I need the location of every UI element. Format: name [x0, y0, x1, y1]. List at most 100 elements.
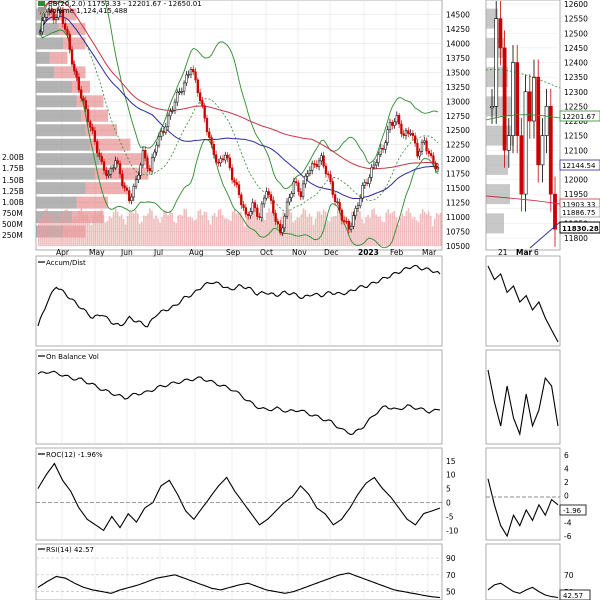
- candle-body: [121, 173, 124, 187]
- candle-body: [418, 151, 421, 157]
- obv-right-line: [487, 369, 559, 437]
- volume-bar: [242, 218, 244, 246]
- candle-body: [160, 130, 163, 137]
- candle-body: [114, 160, 117, 169]
- candle-body: [132, 185, 135, 198]
- volume-bar: [147, 213, 149, 246]
- candle-body: [96, 141, 99, 154]
- volume-bar: [431, 226, 434, 246]
- volume-bar: [423, 211, 426, 246]
- roc-label: ROC(12) -1.96%: [46, 451, 103, 459]
- volume-bar: [409, 212, 412, 246]
- volume-bar: [357, 210, 359, 246]
- volume-bar: [217, 209, 220, 246]
- candle-body: [393, 121, 396, 126]
- volume-bar: [213, 213, 216, 246]
- candle-body: [146, 157, 149, 169]
- candle-body: [82, 97, 85, 101]
- volume-bar: [68, 216, 70, 246]
- candle-body: [240, 194, 243, 206]
- right-price-tick-label: 12250: [564, 102, 588, 111]
- volume-bar: [248, 212, 250, 246]
- candle-body: [349, 225, 353, 230]
- volume-bar: [163, 210, 165, 246]
- volume-bar: [106, 220, 109, 246]
- volume-by-price-red-bar: [90, 138, 131, 151]
- candle-body: [297, 182, 300, 192]
- time-tick-label: Oct: [260, 248, 273, 257]
- bollinger-lower-line: [39, 29, 439, 249]
- volume-tick-label: 2.00B: [2, 153, 24, 162]
- volume-bar: [254, 208, 256, 246]
- volume-by-price-red-bar: [85, 182, 126, 195]
- candle-body: [336, 201, 339, 203]
- time-tick-label: Nov: [292, 248, 307, 257]
- volume-bar: [211, 215, 214, 246]
- volume-bar: [167, 215, 169, 246]
- right-ma-blue-line: [529, 221, 561, 249]
- volume-bar: [104, 222, 107, 246]
- price-tick-label: 11500: [446, 184, 470, 193]
- volume-bar: [403, 216, 406, 246]
- volume-by-price-gray-bar: [36, 124, 86, 137]
- volume-bar: [355, 215, 357, 246]
- candle-body: [169, 110, 172, 117]
- candle-body: [185, 74, 188, 84]
- volume-bar: [336, 208, 339, 246]
- volume-bar: [149, 208, 151, 246]
- candle-body: [429, 153, 433, 156]
- candle-body: [134, 179, 138, 187]
- volume-bar: [379, 216, 381, 246]
- accum-dist-line: [37, 264, 441, 328]
- candle-body: [45, 11, 49, 18]
- volume-bar: [110, 217, 113, 246]
- volume-bar: [134, 209, 137, 246]
- roc-value-tag: [559, 504, 587, 516]
- candle-body: [368, 177, 371, 184]
- right-time-tick-label: 6: [534, 248, 539, 257]
- volume-bar: [274, 212, 276, 246]
- candle-body: [427, 150, 431, 154]
- candle-body: [322, 155, 325, 167]
- volume-bar: [161, 217, 163, 246]
- candle-body: [420, 142, 424, 152]
- volume-by-price-gray-bar: [36, 167, 95, 180]
- candle-body: [370, 167, 373, 178]
- accum-dist-right-line: [487, 265, 559, 343]
- volume-bar: [250, 214, 252, 246]
- right-price-tick-label: 11950: [564, 190, 588, 199]
- volume-bar: [177, 215, 179, 246]
- roc-right-tick-label: -4: [564, 519, 572, 528]
- candle-body: [246, 214, 250, 216]
- candle-body: [57, 10, 60, 18]
- volume-by-price-red-bar: [99, 153, 149, 166]
- volume-bar: [215, 216, 218, 246]
- volume-bar: [130, 212, 133, 246]
- candle-body: [214, 154, 218, 163]
- bollinger-upper-line: [39, 0, 439, 190]
- volume-bar: [223, 218, 226, 246]
- volume-bar: [231, 211, 234, 246]
- volume-bar: [38, 220, 40, 246]
- volume-bar: [78, 210, 80, 246]
- price-tag-bb-mid: [559, 110, 600, 122]
- volume-bar: [124, 224, 127, 246]
- candle-body: [260, 203, 264, 218]
- candle-body: [210, 137, 213, 145]
- candle-body: [80, 89, 83, 99]
- volume-bar: [284, 213, 287, 246]
- roc-panel: [35, 447, 443, 541]
- volume-bar: [411, 218, 414, 246]
- price-tag-ma: [559, 159, 600, 171]
- candle-body: [212, 143, 215, 155]
- candle-body: [54, 17, 58, 21]
- rsi-line: [37, 572, 441, 599]
- candle-body: [137, 175, 140, 180]
- volume-bar: [94, 210, 97, 246]
- volume-bar: [108, 216, 111, 246]
- time-tick-label: Jun: [120, 248, 133, 257]
- volume-by-price-gray-bar: [36, 153, 99, 166]
- volume-bar: [70, 220, 72, 246]
- volume-bar: [363, 223, 365, 246]
- candle-body: [176, 91, 179, 103]
